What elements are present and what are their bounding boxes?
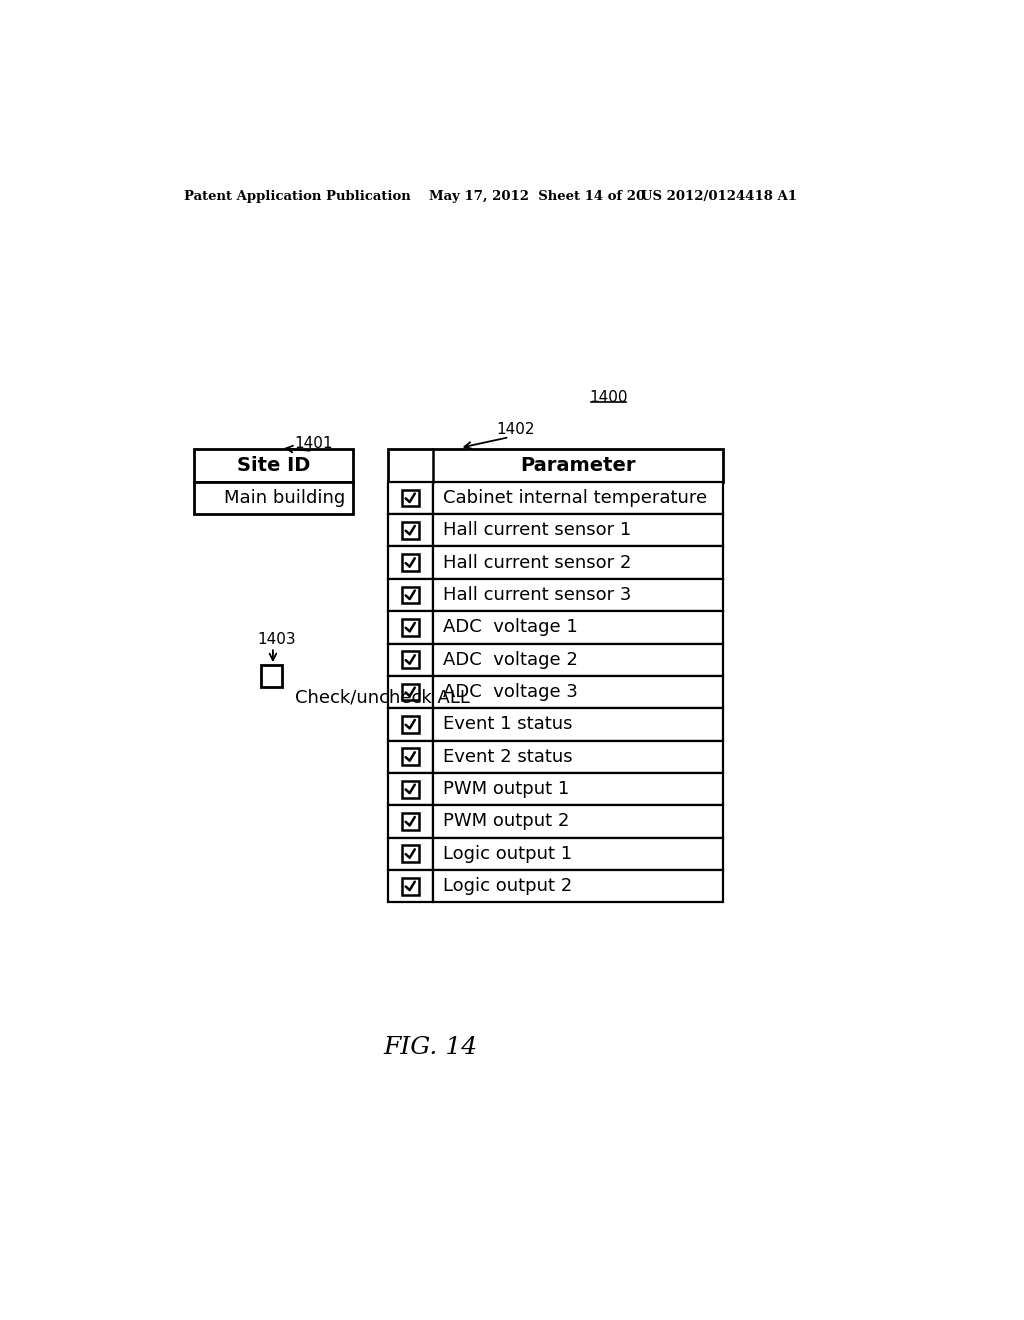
Bar [432, 611, 723, 644]
Bar [388, 708, 432, 741]
Text: Hall current sensor 2: Hall current sensor 2 [443, 553, 632, 572]
Bar [432, 578, 723, 611]
Text: PWM output 1: PWM output 1 [443, 780, 569, 799]
Bar [388, 741, 432, 774]
Text: FIG. 14: FIG. 14 [383, 1036, 477, 1059]
Bar [388, 450, 723, 482]
Text: Hall current sensor 3: Hall current sensor 3 [443, 586, 632, 605]
Text: 1401: 1401 [295, 436, 333, 451]
Bar [194, 482, 352, 515]
Bar [432, 546, 723, 579]
Bar [401, 586, 419, 603]
Bar [432, 774, 723, 805]
Bar [401, 813, 419, 830]
Bar [401, 878, 419, 895]
Bar [388, 838, 432, 870]
Bar [432, 838, 723, 870]
Text: ADC  voltage 1: ADC voltage 1 [443, 618, 579, 636]
Text: ADC  voltage 2: ADC voltage 2 [443, 651, 579, 669]
Bar [432, 676, 723, 708]
Bar [194, 450, 352, 482]
Bar [401, 715, 419, 733]
Bar [401, 521, 419, 539]
Text: 1403: 1403 [257, 632, 296, 647]
Bar [401, 554, 419, 572]
Bar [401, 780, 419, 797]
Bar [432, 708, 723, 741]
Text: 1400: 1400 [589, 389, 628, 405]
Bar [388, 513, 432, 546]
Bar [401, 748, 419, 766]
Bar [388, 644, 432, 676]
Text: May 17, 2012  Sheet 14 of 20: May 17, 2012 Sheet 14 of 20 [429, 190, 645, 203]
Bar [401, 619, 419, 636]
Text: PWM output 2: PWM output 2 [443, 812, 569, 830]
Bar [260, 665, 283, 686]
Bar [388, 578, 432, 611]
Bar [388, 805, 432, 838]
Bar [432, 805, 723, 838]
Text: Parameter: Parameter [520, 457, 636, 475]
Bar [401, 684, 419, 701]
Bar [432, 513, 723, 546]
Bar [401, 490, 419, 507]
Bar [401, 651, 419, 668]
Text: Main building: Main building [224, 488, 345, 507]
Text: Cabinet internal temperature: Cabinet internal temperature [443, 488, 708, 507]
Text: Hall current sensor 1: Hall current sensor 1 [443, 521, 632, 540]
Text: Patent Application Publication: Patent Application Publication [183, 190, 411, 203]
Bar [388, 676, 432, 708]
Bar [388, 870, 432, 903]
Bar [388, 482, 432, 515]
Text: Event 2 status: Event 2 status [443, 747, 573, 766]
Text: Event 1 status: Event 1 status [443, 715, 572, 734]
Text: Check/uncheck ALL: Check/uncheck ALL [295, 689, 469, 706]
Text: Site ID: Site ID [237, 457, 310, 475]
Bar [401, 845, 419, 862]
Bar [388, 774, 432, 805]
Bar [432, 870, 723, 903]
Text: ADC  voltage 3: ADC voltage 3 [443, 682, 579, 701]
Bar [432, 482, 723, 515]
Bar [432, 741, 723, 774]
Text: Logic output 2: Logic output 2 [443, 876, 572, 895]
Bar [432, 644, 723, 676]
Bar [388, 611, 432, 644]
Text: 1402: 1402 [497, 422, 535, 437]
Text: US 2012/0124418 A1: US 2012/0124418 A1 [641, 190, 797, 203]
Bar [388, 546, 432, 579]
Text: Logic output 1: Logic output 1 [443, 845, 572, 863]
